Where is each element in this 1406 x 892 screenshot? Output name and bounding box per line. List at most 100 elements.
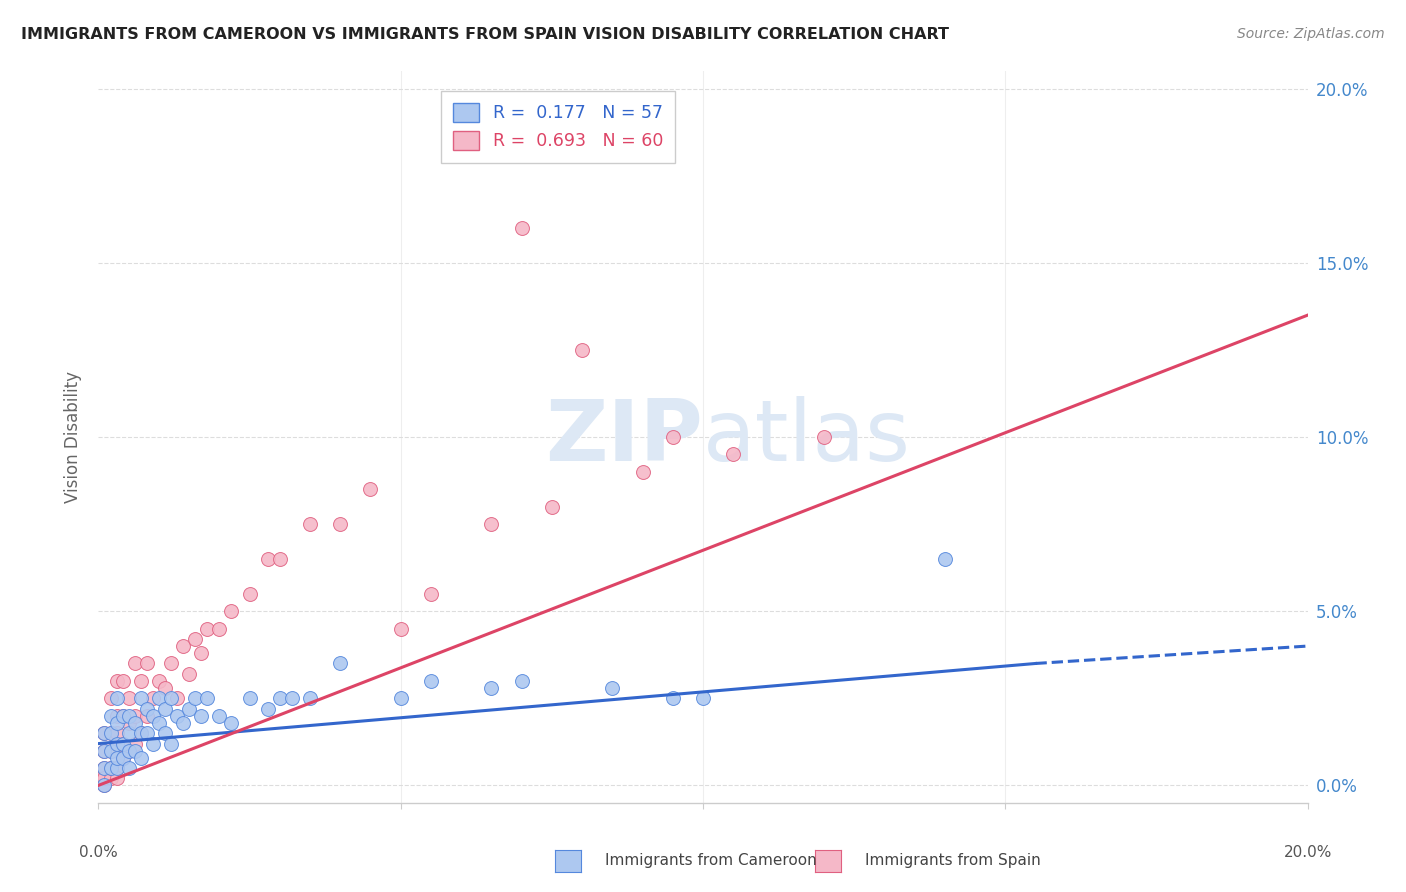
- Point: [100, 761, 122, 775]
- Point: [100, 772, 122, 786]
- Point: [420, 587, 443, 601]
- Point: [118, 743, 141, 757]
- Point: [135, 657, 157, 671]
- Point: [184, 632, 207, 646]
- Point: [129, 726, 152, 740]
- Point: [360, 483, 382, 497]
- Point: [111, 708, 134, 723]
- Point: [723, 448, 745, 462]
- Point: [124, 743, 146, 757]
- Point: [166, 708, 188, 723]
- Point: [105, 737, 128, 751]
- Point: [256, 552, 278, 566]
- Point: [153, 702, 176, 716]
- Point: [129, 726, 152, 740]
- Point: [93, 726, 115, 740]
- Point: [510, 673, 533, 688]
- Point: [602, 681, 624, 695]
- Point: [172, 715, 194, 730]
- Point: [105, 761, 128, 775]
- Point: [184, 691, 207, 706]
- Point: [93, 743, 115, 757]
- Point: [118, 708, 141, 723]
- Point: [148, 715, 170, 730]
- Point: [142, 737, 165, 751]
- Point: [195, 622, 218, 636]
- Point: [692, 691, 714, 706]
- Point: [269, 691, 291, 706]
- Text: atlas: atlas: [703, 395, 911, 479]
- Point: [179, 702, 201, 716]
- Point: [160, 657, 183, 671]
- Point: [481, 517, 503, 532]
- Point: [100, 761, 122, 775]
- Point: [160, 737, 183, 751]
- Point: [299, 691, 322, 706]
- Point: [239, 587, 262, 601]
- Point: [124, 715, 146, 730]
- Point: [124, 708, 146, 723]
- Point: [100, 726, 122, 740]
- Point: [118, 743, 141, 757]
- Point: [129, 691, 152, 706]
- Point: [481, 681, 503, 695]
- Point: [93, 772, 115, 786]
- Point: [389, 691, 412, 706]
- Point: [172, 639, 194, 653]
- Point: [93, 761, 115, 775]
- Point: [135, 708, 157, 723]
- Text: 20.0%: 20.0%: [1284, 845, 1331, 860]
- Text: ZIP: ZIP: [546, 395, 703, 479]
- Point: [661, 691, 683, 706]
- Point: [100, 726, 122, 740]
- Point: [93, 726, 115, 740]
- Point: [118, 761, 141, 775]
- Point: [100, 691, 122, 706]
- Point: [160, 691, 183, 706]
- Point: [269, 552, 291, 566]
- Point: [105, 743, 128, 757]
- Point: [148, 673, 170, 688]
- Text: 0.0%: 0.0%: [79, 845, 118, 860]
- Point: [105, 761, 128, 775]
- Point: [93, 743, 115, 757]
- Point: [118, 715, 141, 730]
- Point: [100, 743, 122, 757]
- Point: [631, 465, 654, 479]
- Point: [105, 772, 128, 786]
- Point: [661, 430, 683, 444]
- Point: [190, 708, 212, 723]
- Point: [129, 673, 152, 688]
- Point: [190, 646, 212, 660]
- Point: [221, 715, 243, 730]
- Point: [100, 761, 122, 775]
- Point: [153, 681, 176, 695]
- Y-axis label: Vision Disability: Vision Disability: [63, 371, 82, 503]
- Text: Immigrants from Spain: Immigrants from Spain: [865, 854, 1040, 868]
- Point: [299, 517, 322, 532]
- Text: IMMIGRANTS FROM CAMEROON VS IMMIGRANTS FROM SPAIN VISION DISABILITY CORRELATION : IMMIGRANTS FROM CAMEROON VS IMMIGRANTS F…: [21, 27, 949, 42]
- Point: [129, 750, 152, 764]
- Point: [111, 708, 134, 723]
- Point: [111, 750, 134, 764]
- Point: [100, 708, 122, 723]
- Point: [142, 691, 165, 706]
- Point: [111, 737, 134, 751]
- Point: [221, 604, 243, 618]
- Point: [93, 778, 115, 792]
- Legend: R =  0.177   N = 57, R =  0.693   N = 60: R = 0.177 N = 57, R = 0.693 N = 60: [440, 91, 675, 162]
- Point: [105, 673, 128, 688]
- Point: [153, 726, 176, 740]
- Point: [118, 691, 141, 706]
- Point: [813, 430, 835, 444]
- Point: [329, 657, 352, 671]
- Point: [540, 500, 562, 514]
- Text: Source: ZipAtlas.com: Source: ZipAtlas.com: [1237, 27, 1385, 41]
- Point: [239, 691, 262, 706]
- Point: [142, 708, 165, 723]
- Point: [118, 726, 141, 740]
- Point: [105, 708, 128, 723]
- Point: [510, 221, 533, 235]
- Point: [148, 691, 170, 706]
- Point: [111, 750, 134, 764]
